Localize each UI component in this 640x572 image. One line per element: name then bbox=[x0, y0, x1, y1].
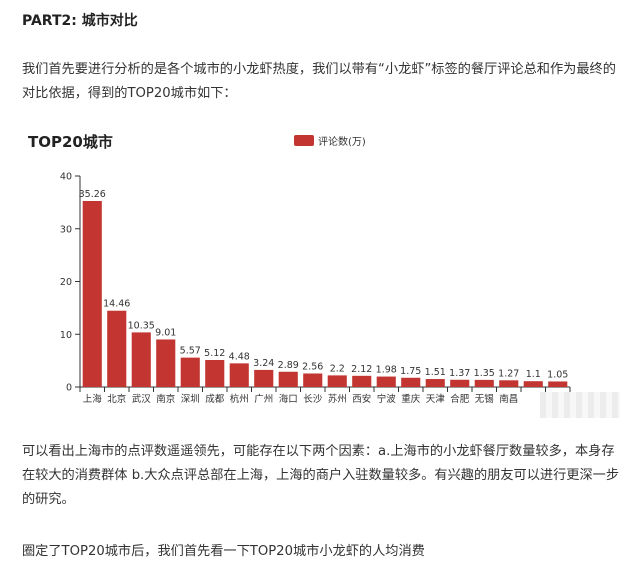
bar-value-label: 10.35 bbox=[128, 320, 155, 331]
bar bbox=[523, 381, 543, 387]
bar-value-label: 35.26 bbox=[79, 189, 106, 200]
bar-value-label: 2.2 bbox=[330, 363, 345, 374]
bar-value-label: 1.98 bbox=[376, 365, 397, 376]
x-tick-label: 西安 bbox=[352, 393, 371, 405]
bar-value-label: 5.57 bbox=[180, 346, 201, 357]
bar bbox=[229, 363, 249, 387]
bar bbox=[278, 371, 298, 387]
bar-value-label: 9.01 bbox=[155, 327, 176, 338]
legend-label: 评论数(万) bbox=[318, 135, 366, 148]
bar bbox=[82, 201, 102, 387]
bar-value-label: 3.24 bbox=[253, 358, 274, 369]
y-tick-label: 10 bbox=[60, 330, 72, 341]
x-tick-label: 深圳 bbox=[181, 394, 200, 405]
bar bbox=[205, 359, 225, 387]
bar bbox=[548, 381, 568, 387]
bar bbox=[401, 377, 421, 387]
bar-value-label: 1.05 bbox=[547, 369, 568, 380]
y-tick-label: 30 bbox=[60, 224, 72, 235]
bar bbox=[180, 357, 200, 387]
bar bbox=[499, 380, 519, 387]
x-tick-label: 苏州 bbox=[328, 393, 347, 405]
bar-value-label: 5.12 bbox=[204, 348, 225, 359]
bar bbox=[131, 332, 151, 387]
x-tick-label: 无锡 bbox=[475, 393, 494, 405]
intro-paragraph: 我们首先要进行分析的是各个城市的小龙虾热度，我们以带有“小龙虾”标签的餐厅评论总… bbox=[22, 62, 616, 101]
x-tick-label: 杭州 bbox=[230, 393, 249, 405]
bar-value-label: 1.27 bbox=[498, 368, 519, 379]
bar bbox=[156, 339, 176, 387]
bar-value-label: 1.75 bbox=[400, 366, 421, 377]
x-tick-label: 重庆 bbox=[401, 393, 421, 405]
x-tick-label: 广州 bbox=[254, 393, 273, 405]
bar bbox=[107, 310, 127, 387]
bar-value-label: 1.51 bbox=[425, 367, 446, 378]
bar bbox=[474, 379, 494, 387]
bar-value-label: 14.46 bbox=[103, 299, 130, 310]
x-tick-label: 合肥 bbox=[450, 393, 470, 405]
chart-svg: TOP20城市 评论数(万) 0 10 20 30 40 35.26 上海 14.46 北京 10.3… bbox=[28, 133, 571, 405]
x-tick-label: 天津 bbox=[426, 394, 446, 405]
chart-title: TOP20城市 bbox=[28, 133, 113, 151]
bar-chart: TOP20城市 评论数(万) 0 10 20 30 40 35.26 上海 14.46 北京 10.3… bbox=[22, 125, 612, 425]
x-tick-label: 海口 bbox=[279, 393, 298, 405]
bar bbox=[327, 375, 347, 387]
x-tick-label: 南京 bbox=[156, 393, 175, 405]
x-tick-label: 宁波 bbox=[377, 393, 397, 405]
bar bbox=[425, 379, 445, 387]
bar-value-label: 1.37 bbox=[449, 368, 470, 379]
bar-value-label: 1.35 bbox=[474, 368, 495, 379]
section-title: PART2: 城市对比 bbox=[22, 13, 138, 29]
x-tick-label: 北京 bbox=[107, 393, 126, 405]
x-tick-label: 长沙 bbox=[303, 393, 323, 405]
bar-value-label: 2.89 bbox=[278, 360, 299, 371]
bar bbox=[376, 376, 396, 387]
y-tick-label: 0 bbox=[66, 383, 72, 394]
x-tick-label: 成都 bbox=[205, 393, 225, 405]
bar bbox=[303, 373, 323, 387]
analysis-paragraph: 可以看出上海市的点评数遥遥领先，可能存在以下两个因素：a.上海市的小龙虾餐厅数量… bbox=[22, 444, 620, 507]
x-tick-label: 上海 bbox=[83, 393, 103, 405]
bar bbox=[352, 375, 372, 387]
bar-value-label: 2.56 bbox=[302, 361, 323, 372]
blurred-watermark bbox=[540, 392, 620, 418]
bar bbox=[450, 379, 470, 387]
bar-value-label: 1.1 bbox=[526, 369, 541, 380]
x-tick-label: 南昌 bbox=[499, 393, 518, 405]
y-tick-label: 20 bbox=[60, 277, 72, 288]
y-tick-label: 40 bbox=[60, 172, 72, 183]
x-tick-label: 武汉 bbox=[132, 393, 152, 405]
legend-swatch bbox=[294, 135, 314, 146]
bar-value-label: 4.48 bbox=[229, 351, 250, 362]
bar-value-label: 2.12 bbox=[351, 364, 372, 375]
bar bbox=[254, 369, 274, 387]
next-section-paragraph: 圈定了TOP20城市后，我们首先看一下TOP20城市小龙虾的人均消费 bbox=[22, 544, 425, 559]
